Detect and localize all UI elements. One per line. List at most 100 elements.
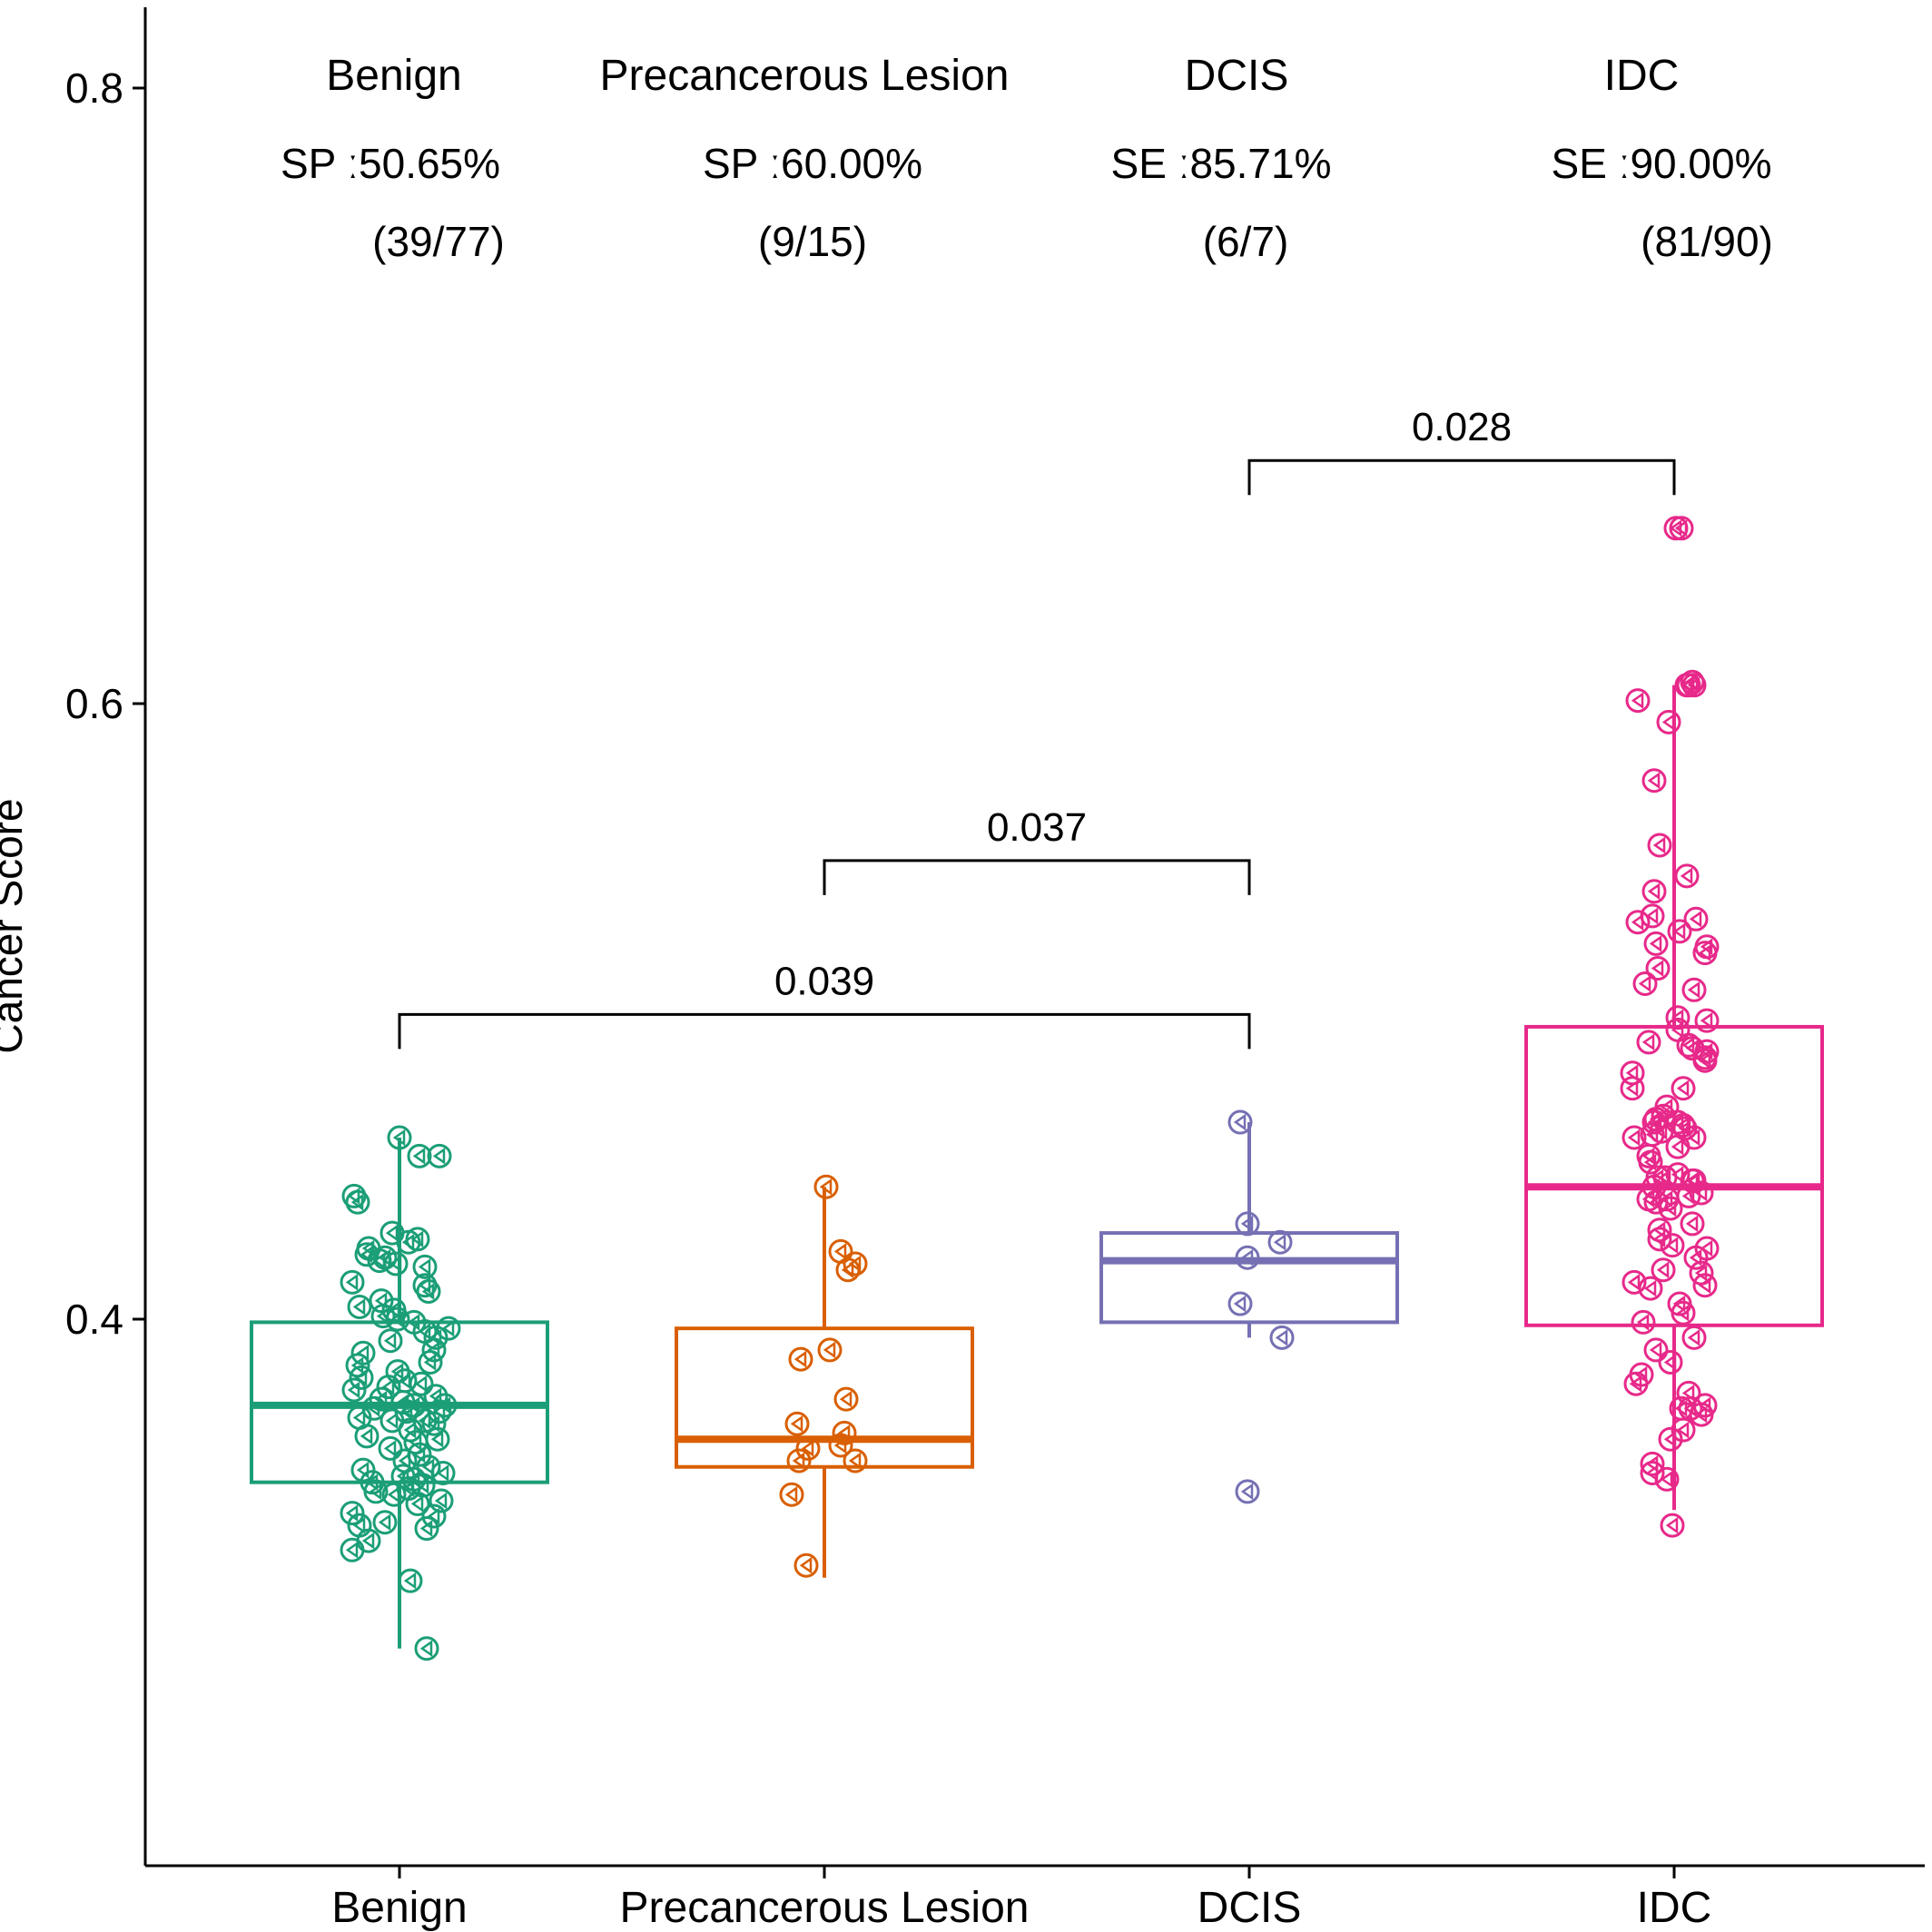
data-point [1681, 977, 1707, 1002]
point-circle [1665, 1134, 1690, 1159]
point-circle [416, 1278, 441, 1304]
point-circle [350, 1457, 376, 1483]
point-circle [1643, 931, 1669, 956]
point-circle [1692, 941, 1718, 966]
bracket: 0.028 [1247, 405, 1676, 496]
point-triangle [1665, 1516, 1679, 1534]
data-point [378, 1435, 403, 1461]
data-point [813, 1174, 839, 1199]
point-triangle [1631, 913, 1644, 932]
point-circle [1647, 1217, 1672, 1243]
point-triangle [833, 1436, 847, 1454]
point-triangle [799, 1556, 813, 1574]
point-circle [436, 1316, 461, 1341]
data-point [1636, 1030, 1661, 1055]
point-circle [1681, 977, 1707, 1002]
point-circle [1658, 1426, 1683, 1452]
point-triangle [410, 1494, 424, 1513]
point-circle [398, 1417, 423, 1443]
point-circle [1692, 1048, 1718, 1073]
point-circle [1680, 1036, 1705, 1061]
annotation-title: IDC [1604, 52, 1680, 100]
bracket: 0.037 [823, 805, 1251, 895]
data-point [414, 1516, 439, 1542]
point-circle [833, 1386, 859, 1412]
point-circle [345, 1189, 370, 1215]
point-triangle [1681, 1187, 1695, 1205]
x-axis: Benign Precancerous Lesion DCIS IDC [145, 1864, 1925, 1932]
data-point [784, 1411, 810, 1436]
data-point [363, 1479, 389, 1504]
point-circle [1622, 1125, 1647, 1150]
point-triangle [361, 1239, 375, 1257]
annotation-group: IDC SE ː90.00% (81/90) [1552, 52, 1773, 265]
data-point [396, 1229, 421, 1255]
point-triangle [423, 1354, 437, 1371]
point-triangle [784, 1485, 798, 1503]
point-circle [1676, 1380, 1701, 1405]
point-circle [423, 1384, 448, 1409]
bracket-line [823, 859, 1251, 895]
point-circle [340, 1269, 365, 1295]
point-triangle [1687, 1328, 1700, 1346]
data-point [779, 1482, 804, 1507]
p-value-label: 0.028 [1412, 405, 1512, 449]
point-circle [784, 1411, 810, 1436]
point-circle [1658, 1196, 1683, 1221]
x-tick-label: IDC [1637, 1884, 1712, 1932]
data-point [1632, 971, 1658, 996]
data-point [1641, 768, 1667, 794]
point-triangle [361, 1532, 375, 1550]
data-point [1665, 1134, 1690, 1159]
point-triangle [1663, 1199, 1677, 1217]
group-annotations: Benign SP ː50.65% (39/77) Precancerous Lesi… [281, 52, 1773, 265]
data-point [407, 1143, 432, 1168]
point-circle [412, 1254, 438, 1279]
point-triangle [1676, 1117, 1690, 1134]
data-point [412, 1254, 438, 1279]
point-circle [1235, 1479, 1260, 1504]
point-triangle [1676, 1304, 1690, 1322]
point-circle [1674, 863, 1700, 889]
box [1099, 1231, 1399, 1325]
point-triangle [823, 1341, 836, 1359]
point-triangle [1643, 1279, 1657, 1297]
point-triangle [385, 1224, 399, 1242]
point-triangle [414, 1375, 428, 1393]
point-circle [1235, 1245, 1260, 1270]
box [675, 1326, 974, 1469]
point-triangle [374, 1292, 388, 1310]
point-circle [1269, 1325, 1295, 1350]
data-point [340, 1537, 365, 1562]
annotation-group: Benign SP ː50.65% (39/77) [281, 52, 505, 265]
point-triangle [1698, 1276, 1711, 1295]
point-circle [430, 1461, 456, 1485]
x-tick-label: DCIS [1198, 1884, 1302, 1932]
data-point [1625, 688, 1651, 714]
point-circle [409, 1371, 434, 1396]
point-triangle [1665, 1237, 1679, 1255]
annotation-title: DCIS [1185, 52, 1289, 100]
point-circle [378, 1435, 403, 1461]
point-triangle [1694, 1184, 1708, 1202]
point-circle [1640, 903, 1665, 929]
point-circle [1656, 709, 1681, 734]
point-triangle [1629, 1375, 1642, 1393]
data-point [421, 1411, 447, 1436]
y-axis-title: Cancer Score [0, 798, 31, 1053]
data-point [794, 1552, 819, 1578]
point-triangle [1641, 1033, 1655, 1051]
point-triangle [790, 1414, 803, 1433]
point-circle [817, 1337, 843, 1363]
point-circle [354, 1242, 380, 1267]
point-circle [1641, 879, 1667, 904]
point-circle [1623, 1371, 1649, 1396]
point-circle [429, 1488, 454, 1513]
point-triangle [1663, 1430, 1677, 1448]
point-circle [1643, 1189, 1669, 1215]
point-circle [1680, 1211, 1705, 1237]
annotation-count: (6/7) [1203, 218, 1289, 265]
data-point [1638, 1276, 1663, 1301]
data-point [1660, 1513, 1685, 1538]
point-triangle [1631, 692, 1644, 710]
